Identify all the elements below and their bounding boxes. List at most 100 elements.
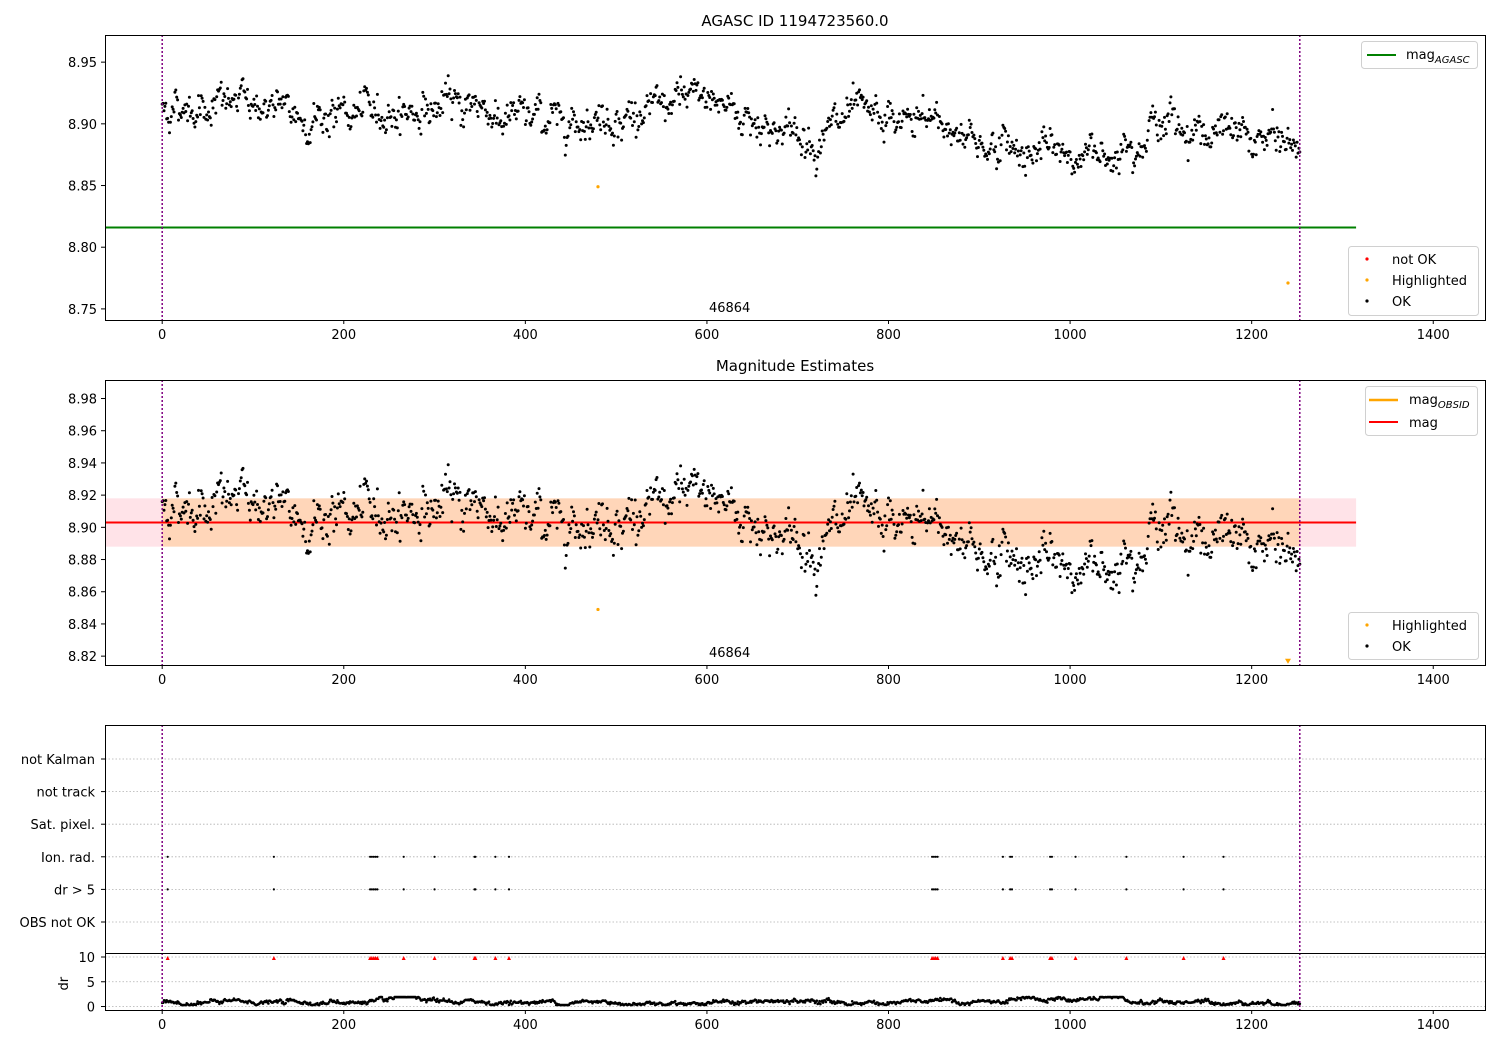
ok-point: [332, 125, 336, 129]
ok-point: [715, 501, 719, 505]
ok-point: [1221, 132, 1225, 136]
ok-point: [1278, 150, 1282, 153]
ok-point: [1190, 534, 1194, 538]
ok-point: [986, 572, 989, 576]
ok-point: [1102, 568, 1106, 572]
ok-point: [1193, 527, 1197, 531]
ok-point: [1115, 150, 1119, 154]
ok-point: [750, 528, 754, 532]
ok-point: [1221, 539, 1225, 543]
ok-point: [582, 524, 585, 528]
ok-point: [962, 133, 966, 137]
ok-point: [631, 528, 634, 531]
ok-point: [669, 100, 673, 104]
ok-point: [1277, 130, 1281, 134]
ok-point: [168, 131, 171, 135]
ok-point: [399, 514, 403, 517]
ok-point: [1204, 545, 1208, 549]
ok-point: [967, 521, 971, 525]
ok-point: [384, 131, 387, 135]
ok-point: [828, 520, 832, 524]
ok-point: [1137, 551, 1141, 555]
ok-point: [169, 115, 173, 119]
ok-point: [1040, 130, 1044, 134]
ok-point: [393, 517, 397, 521]
ok-point: [224, 106, 228, 110]
ok-point: [1163, 115, 1166, 119]
ok-point: [1104, 572, 1108, 576]
ok-point: [394, 520, 398, 524]
ok-point: [1163, 517, 1166, 521]
ok-point: [1038, 558, 1042, 562]
ok-point: [291, 506, 295, 510]
ok-point: [892, 120, 896, 124]
ok-point: [599, 533, 603, 537]
ok-point: [1288, 138, 1292, 142]
ok-point: [1022, 564, 1026, 567]
ok-point: [808, 140, 811, 144]
ok-point: [1285, 136, 1289, 140]
ok-point: [892, 522, 896, 526]
ok-point: [954, 534, 958, 537]
ok-point: [1058, 575, 1062, 578]
ok-point: [286, 94, 290, 98]
ok-point: [262, 102, 266, 106]
ok-point: [209, 123, 213, 127]
ok-point: [739, 523, 742, 527]
dr-point: [284, 1001, 288, 1005]
ok-point: [821, 539, 825, 543]
flag-point: [166, 855, 169, 858]
ok-point: [1122, 539, 1126, 543]
ok-point: [633, 101, 637, 105]
highlighted-point: [596, 185, 600, 189]
x-tick-label: 1400: [1417, 673, 1450, 688]
ok-point: [974, 142, 978, 145]
ok-point: [414, 511, 418, 515]
dr-point: [447, 998, 451, 1001]
ok-point: [887, 99, 890, 103]
ok-point: [1110, 156, 1114, 160]
ok-point: [1180, 126, 1184, 130]
ok-point: [1113, 156, 1117, 160]
ok-point: [848, 509, 851, 513]
ok-point: [1293, 554, 1297, 558]
ok-point: [915, 106, 919, 110]
ok-point: [953, 131, 957, 135]
ok-point: [1066, 567, 1070, 570]
ok-point: [400, 115, 404, 118]
ok-point: [1090, 539, 1094, 543]
ok-point: [417, 531, 421, 535]
ok-point: [991, 131, 995, 135]
dr-point: [781, 999, 785, 1002]
ok-point: [228, 100, 232, 104]
ok-point: [705, 504, 709, 508]
ok-point: [881, 129, 885, 133]
ok-point: [533, 500, 537, 504]
flag-point: [1074, 855, 1077, 858]
ok-point: [706, 91, 710, 94]
flag-point: [1001, 855, 1005, 858]
ok-point: [626, 509, 630, 513]
flag-point: [370, 855, 374, 858]
ok-point: [1030, 572, 1034, 576]
ok-point: [223, 490, 227, 494]
ok-point: [307, 132, 311, 136]
ok-point: [631, 111, 635, 115]
flag-point: [494, 888, 497, 891]
ok-point: [604, 527, 608, 530]
dr-clipped-point: [401, 955, 406, 960]
ok-point: [1287, 550, 1291, 554]
ok-point: [1238, 533, 1242, 537]
ok-point: [952, 134, 956, 138]
ok-point: [816, 155, 820, 159]
ok-point: [355, 515, 358, 519]
ok-point: [759, 132, 763, 136]
ok-point: [1075, 578, 1079, 582]
ok-point: [557, 103, 561, 107]
ok-point: [328, 112, 332, 116]
ok-point: [1005, 140, 1009, 144]
ok-point: [416, 118, 420, 122]
dr-point: [673, 999, 677, 1003]
ok-point: [701, 483, 705, 486]
ok-point: [1228, 531, 1232, 535]
